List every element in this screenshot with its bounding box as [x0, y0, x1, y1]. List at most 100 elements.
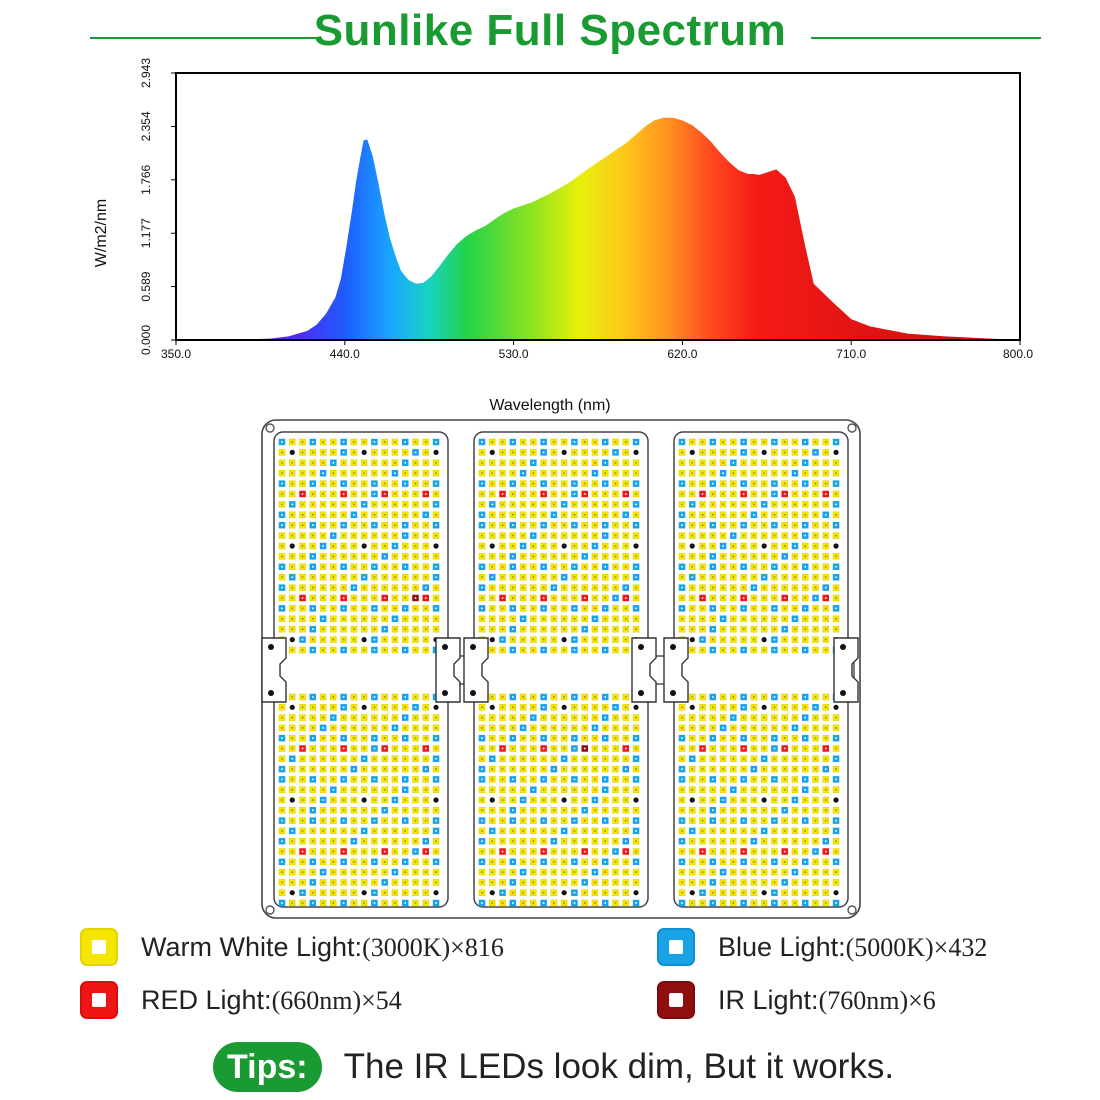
mounting-brackets — [261, 637, 859, 703]
led-die — [594, 534, 596, 537]
led-die — [542, 788, 545, 791]
led-mount-dot — [289, 449, 295, 455]
led-die — [312, 555, 314, 558]
led-die — [291, 482, 294, 485]
led-die — [835, 618, 837, 620]
led-die — [404, 462, 407, 464]
led-die — [712, 716, 714, 719]
led-die — [501, 840, 504, 842]
led-die — [635, 850, 637, 853]
y-tick-label: 1.766 — [139, 164, 153, 194]
page-title: Sunlike Full Spectrum — [313, 6, 787, 55]
led-die — [394, 607, 396, 610]
led-die — [691, 597, 694, 599]
bracket-screw — [470, 644, 476, 650]
mounting-bracket — [463, 637, 489, 703]
led-die — [614, 524, 617, 526]
led-die — [491, 482, 494, 485]
led-die — [424, 819, 427, 822]
led-die — [491, 586, 494, 589]
led-die — [701, 778, 704, 781]
led-die — [404, 618, 407, 620]
led-die — [353, 462, 355, 464]
led-die — [424, 524, 427, 526]
led-die — [363, 472, 365, 474]
led-die — [332, 850, 335, 853]
led-die — [291, 861, 294, 863]
led-die — [722, 555, 724, 558]
led-die — [322, 737, 324, 739]
led-die — [353, 555, 355, 558]
led-die — [322, 871, 324, 873]
led-die — [783, 482, 786, 485]
led-die — [342, 451, 345, 454]
led-die — [322, 727, 324, 729]
led-die — [753, 861, 755, 863]
led-die — [404, 727, 407, 729]
led-die — [522, 902, 524, 904]
led-die — [532, 607, 535, 610]
led-die — [522, 881, 524, 884]
led-die — [624, 747, 627, 750]
red-swatch — [80, 981, 118, 1019]
led-die — [373, 716, 376, 719]
led-die — [363, 758, 365, 760]
led-die — [794, 545, 796, 547]
led-die — [742, 861, 745, 863]
led-die — [824, 514, 827, 516]
led-die — [573, 493, 576, 495]
led-die — [512, 597, 514, 599]
led-die — [553, 482, 555, 485]
led-mount-dot — [561, 637, 567, 643]
led-die — [604, 503, 607, 506]
led-die — [322, 788, 324, 791]
led-die — [753, 830, 755, 832]
led-die — [383, 618, 386, 620]
led-die — [732, 607, 735, 610]
led-die — [824, 472, 827, 474]
led-die — [773, 576, 776, 578]
led-die — [322, 628, 324, 630]
led-die — [491, 861, 494, 863]
led-die — [732, 778, 735, 781]
led-die — [435, 555, 437, 558]
led-die — [435, 881, 437, 884]
led-die — [635, 716, 637, 719]
led-die — [563, 597, 565, 599]
led-die — [342, 514, 345, 516]
led-die — [573, 586, 576, 589]
led-die — [424, 451, 427, 454]
led-die — [532, 618, 535, 620]
led-die — [835, 881, 837, 884]
led-die — [404, 809, 407, 812]
led-die — [594, 850, 596, 853]
led-die — [435, 819, 437, 822]
led-die — [512, 482, 514, 485]
led-die — [763, 727, 765, 729]
led-die — [753, 597, 755, 599]
led-mount-dot — [561, 449, 567, 455]
led-die — [635, 727, 637, 729]
led-die — [404, 451, 407, 454]
led-die — [773, 716, 776, 719]
led-die — [604, 799, 607, 801]
led-die — [624, 545, 627, 547]
led-die — [783, 597, 786, 599]
led-die — [332, 871, 335, 873]
led-die — [394, 891, 396, 894]
led-die — [614, 555, 617, 558]
led-die — [624, 716, 627, 719]
led-die — [435, 758, 437, 760]
led-die — [353, 618, 355, 620]
led-die — [512, 747, 514, 750]
led-die — [583, 737, 586, 739]
led-die — [681, 586, 683, 589]
led-die — [404, 545, 407, 547]
led-mount-dot — [361, 704, 367, 710]
led-die — [594, 462, 596, 464]
led-die — [773, 788, 776, 791]
led-die — [424, 727, 427, 729]
led-die — [583, 493, 586, 495]
led-die — [824, 778, 827, 781]
led-die — [522, 727, 524, 729]
